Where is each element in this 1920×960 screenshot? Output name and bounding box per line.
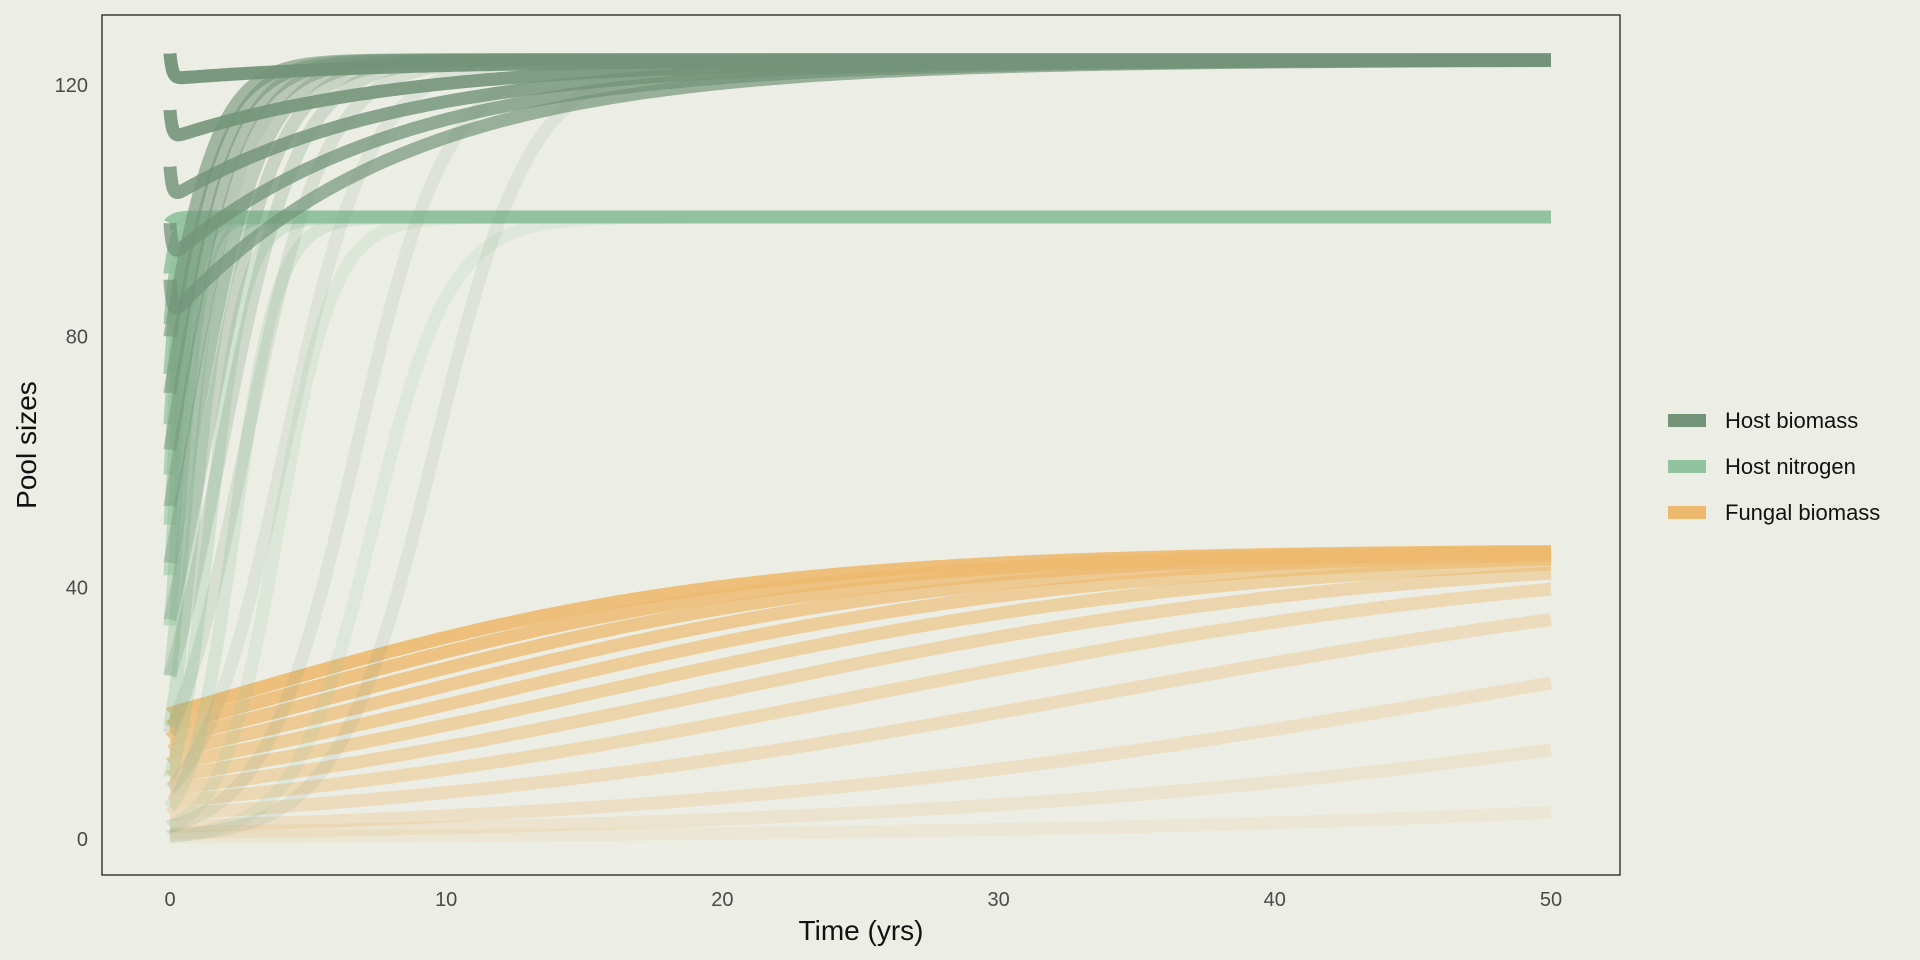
y-tick-label: 0 xyxy=(77,829,88,851)
fungal-biomass-line-3 xyxy=(163,549,1552,758)
x-tick-label: 50 xyxy=(1540,889,1562,911)
legend-label-host-biomass: Host biomass xyxy=(1725,408,1858,433)
fungal-biomass-line-7 xyxy=(163,582,1552,808)
legend-swatch-host-biomass xyxy=(1668,414,1706,427)
series-lines xyxy=(163,47,1553,844)
fungal-biomass-line-10 xyxy=(163,743,1552,840)
host-nitrogen-line-0 xyxy=(163,210,1551,230)
legend: Host biomass Host nitrogen Fungal biomas… xyxy=(1668,408,1880,525)
fungal-biomass-line-6 xyxy=(163,566,1552,796)
x-axis-ticks: 0 10 20 30 40 50 xyxy=(164,889,1562,911)
x-tick-label: 40 xyxy=(1264,889,1286,911)
x-tick-label: 10 xyxy=(435,889,457,911)
y-tick-label: 80 xyxy=(66,326,88,348)
fungal-biomass-line-8 xyxy=(163,613,1552,821)
fungal-biomass-line-0 xyxy=(163,545,1552,720)
x-tick-label: 20 xyxy=(711,889,733,911)
legend-swatch-fungal-biomass xyxy=(1668,506,1706,519)
host-biomass-line-0 xyxy=(163,47,1551,85)
fungal-biomass-line-5 xyxy=(163,557,1552,783)
fungal-biomass-line-4 xyxy=(163,552,1552,771)
x-tick-label: 0 xyxy=(164,889,175,911)
y-tick-label: 40 xyxy=(66,578,88,600)
legend-swatch-host-nitrogen xyxy=(1668,460,1706,473)
y-axis-title: Pool sizes xyxy=(11,381,42,509)
legend-label-host-nitrogen: Host nitrogen xyxy=(1725,454,1856,479)
x-tick-label: 30 xyxy=(987,889,1009,911)
legend-label-fungal-biomass: Fungal biomass xyxy=(1725,500,1880,525)
fungal-biomass-line-9 xyxy=(163,676,1553,833)
y-tick-label: 120 xyxy=(55,75,88,97)
y-axis-ticks: 0 40 80 120 xyxy=(55,75,88,851)
x-axis-title: Time (yrs) xyxy=(799,915,924,946)
fungal-biomass-line-11 xyxy=(163,805,1552,844)
